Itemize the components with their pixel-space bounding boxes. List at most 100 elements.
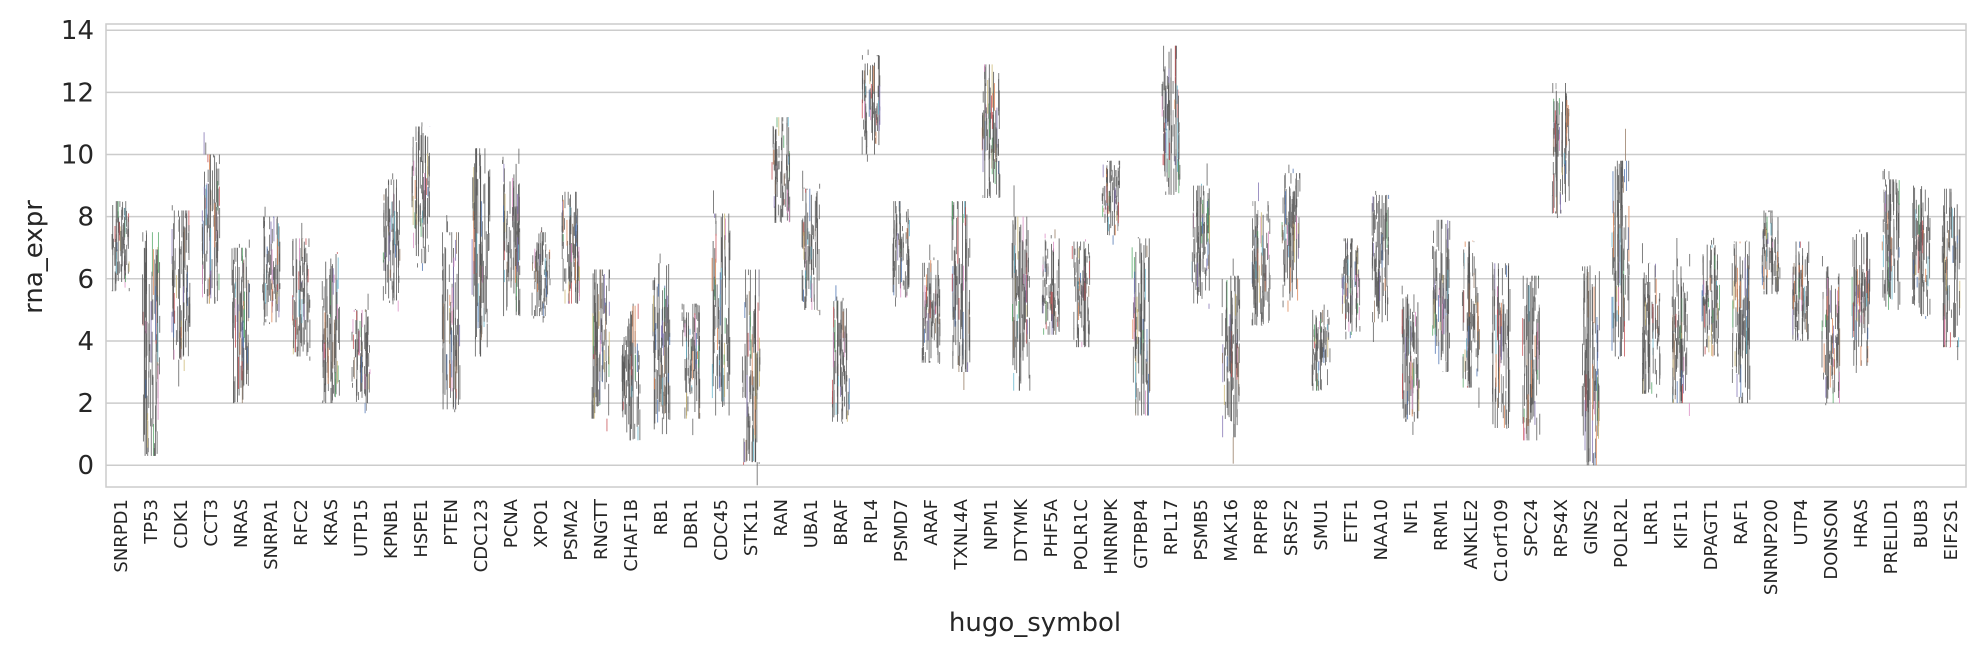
- x-tick-label: KRAS: [321, 499, 342, 546]
- y-tick-label: 14: [61, 16, 94, 46]
- strip-PRELID1: [1881, 169, 1901, 310]
- x-tick-label: RPS4X: [1551, 499, 1572, 558]
- y-tick-label: 6: [77, 265, 94, 295]
- x-tick-label: CHAF1B: [621, 499, 642, 572]
- strip-NPM1: [981, 64, 1001, 199]
- x-tick-label: PSMA2: [561, 499, 582, 561]
- strip-NAA10: [1371, 190, 1390, 343]
- x-tick-label: PHF5A: [1041, 498, 1062, 557]
- data-strips: [111, 45, 1961, 486]
- strip-C1orf109: [1491, 262, 1511, 429]
- strip-BRAF: [831, 285, 850, 424]
- strip-RB1: [652, 253, 671, 435]
- strip-RNGTT: [591, 269, 611, 432]
- x-tick-label: ETF1: [1341, 499, 1362, 543]
- x-tick-label: UTP4: [1791, 499, 1812, 545]
- x-tick-label: POLR1C: [1071, 499, 1092, 571]
- x-tick-label: PTEN: [441, 499, 462, 546]
- strip-CDC123: [471, 148, 491, 357]
- strip-GTPBP4: [1131, 237, 1151, 416]
- strip-SNRPD1: [111, 201, 130, 292]
- x-tick-label: SMU1: [1311, 499, 1332, 551]
- strip-SRSF2: [1281, 164, 1301, 312]
- strip-SPC24: [1522, 275, 1541, 441]
- x-tick-label: RFC2: [291, 499, 312, 546]
- x-tick-label: BRAF: [831, 499, 852, 546]
- x-tick-label: LRR1: [1641, 499, 1662, 546]
- strip-HSPE1: [411, 122, 431, 271]
- strip-SNRPA1: [262, 206, 281, 326]
- strip-RAN: [771, 117, 791, 223]
- x-tick-label: C1orf109: [1491, 499, 1512, 582]
- strip-STK11: [741, 269, 761, 486]
- x-tick-label: RB1: [651, 499, 672, 535]
- x-tick-label: HNRNPK: [1101, 498, 1122, 575]
- y-axis-label: rna_expr: [19, 200, 49, 314]
- x-axis-label: hugo_symbol: [949, 608, 1121, 638]
- x-tick-label: RPL17: [1161, 499, 1182, 555]
- x-tick-label: PRELID1: [1881, 499, 1902, 574]
- strip-NF1: [1401, 285, 1420, 435]
- strip-POLR1C: [1071, 239, 1091, 348]
- x-tick-label: HRAS: [1851, 499, 1872, 548]
- strip-DTYMK: [1011, 185, 1031, 391]
- strip-EIF2S1: [1941, 188, 1961, 361]
- strip-CHAF1B: [621, 303, 641, 441]
- gridlines: [106, 29, 1966, 466]
- x-tick-label: RRM1: [1431, 499, 1452, 551]
- strip-RPS4X: [1551, 83, 1570, 219]
- x-tick-label: XPO1: [531, 499, 552, 548]
- strip-GINS2: [1581, 265, 1600, 466]
- strip-UTP15: [351, 293, 371, 414]
- strip-RFC2: [292, 222, 311, 361]
- strip-POLR2L: [1611, 128, 1630, 360]
- x-tick-label: STK11: [741, 499, 762, 556]
- x-tick-label: TXNL4A: [951, 498, 972, 570]
- strip-KIF11: [1671, 237, 1691, 416]
- strip-HNRNPK: [1101, 160, 1121, 245]
- x-tick-label: PSMD7: [891, 499, 912, 562]
- x-tick-label: KIF11: [1671, 499, 1692, 549]
- strip-MAK16: [1221, 258, 1241, 464]
- strip-TXNL4A: [951, 201, 971, 390]
- strip-SNRNP200: [1761, 210, 1781, 295]
- x-tick-label: CDK1: [171, 499, 192, 549]
- y-tick-label: 12: [61, 78, 94, 108]
- strip-CDK1: [171, 205, 191, 387]
- x-tick-label: HSPE1: [411, 499, 432, 558]
- strip-KRAS: [321, 252, 340, 404]
- x-tick-label: DTYMK: [1011, 498, 1032, 562]
- x-tick-label: GTPBP4: [1131, 499, 1152, 569]
- x-tick-label: RAN: [771, 499, 792, 537]
- x-tick-label: DPAGT1: [1701, 499, 1722, 570]
- x-tick-label: PRPF8: [1251, 499, 1272, 555]
- strip-ETF1: [1341, 238, 1361, 340]
- strip-XPO1: [531, 227, 551, 323]
- strip-CDC45: [711, 190, 731, 416]
- x-tick-label: BUB3: [1911, 499, 1932, 548]
- x-tick-labels: SNRPD1 TP53 CDK1 CCT3 NRAS SNRPA1 RFC2 KRAS UTP1…: [111, 498, 1962, 595]
- x-tick-label: NAA10: [1371, 499, 1392, 561]
- strip-PSMB5: [1191, 163, 1210, 309]
- strip-DONSON: [1821, 255, 1841, 406]
- strip-KPNB1: [382, 173, 401, 312]
- x-tick-label: DBR1: [681, 499, 702, 549]
- x-tick-label: DONSON: [1821, 499, 1842, 580]
- x-tick-label: ANKLE2: [1461, 499, 1482, 569]
- plot-frame: [105, 23, 1967, 488]
- x-tick-label: RAF1: [1731, 499, 1752, 545]
- x-tick-label: ARAF: [921, 499, 942, 546]
- y-tick-label: 2: [77, 389, 94, 419]
- strip-RPL17: [1161, 45, 1181, 195]
- x-tick-label: KPNB1: [381, 499, 402, 559]
- strip-PSMA2: [561, 191, 580, 304]
- x-tick-label: SNRPA1: [261, 499, 282, 570]
- x-tick-label: RNGTT: [591, 498, 612, 560]
- x-tick-label: GINS2: [1581, 499, 1602, 555]
- x-tick-label: CDC123: [471, 499, 492, 572]
- strip-BUB3: [1911, 185, 1931, 319]
- x-tick-label: RPL4: [861, 499, 882, 544]
- x-tick-label: PCNA: [501, 498, 522, 548]
- strip-PTEN: [441, 215, 461, 413]
